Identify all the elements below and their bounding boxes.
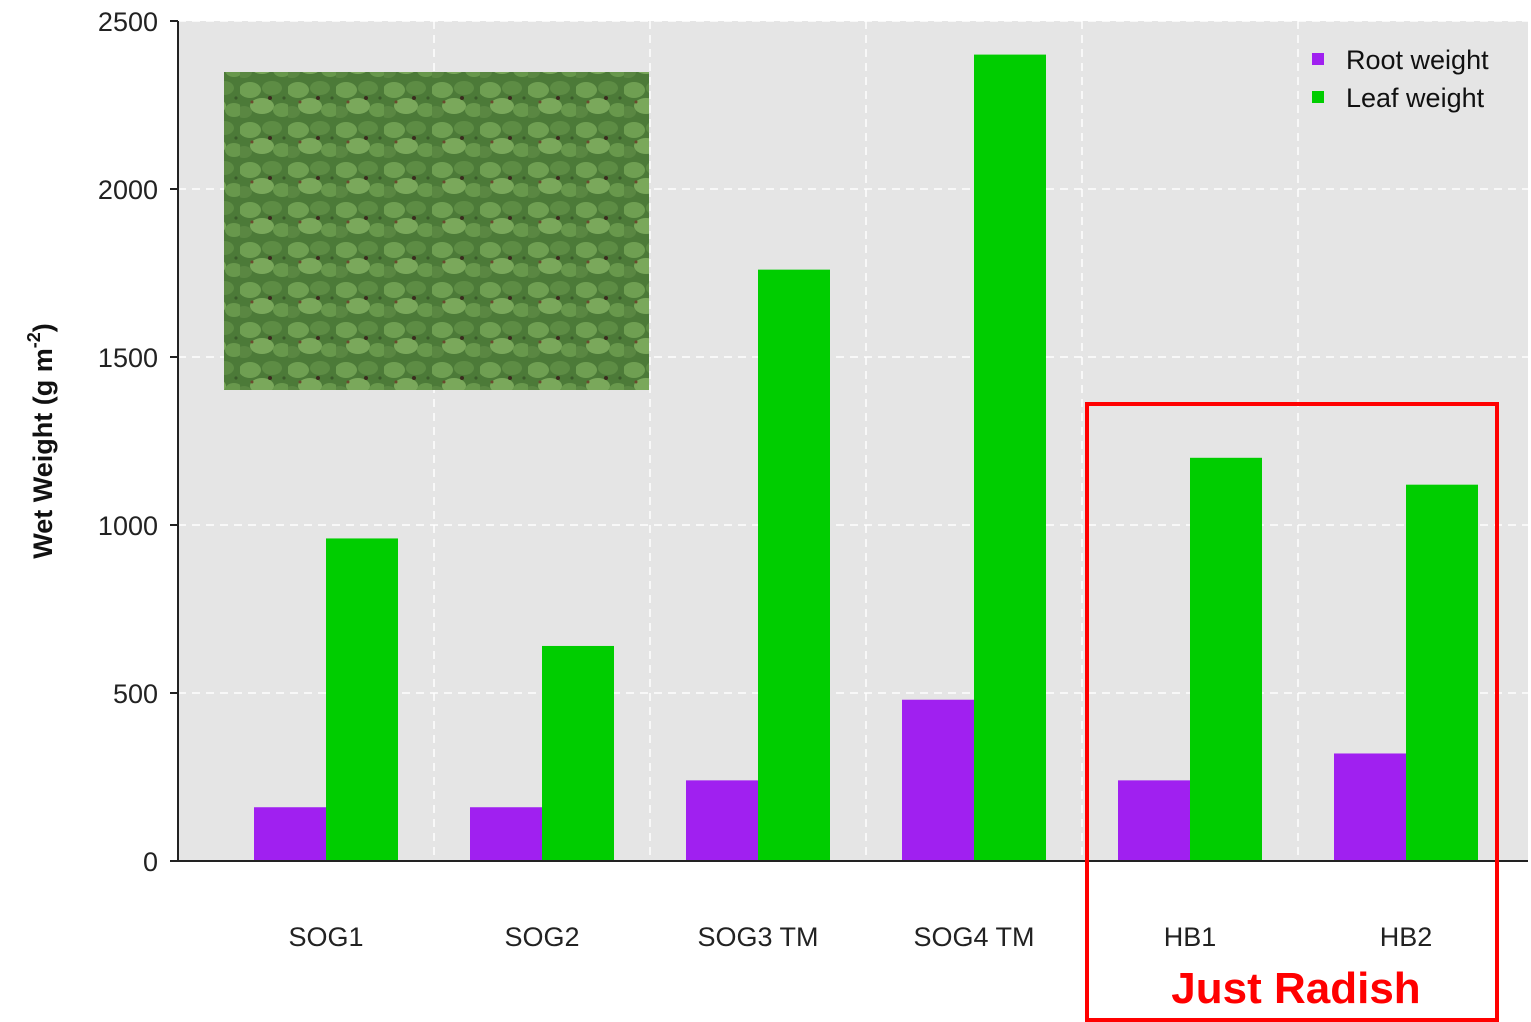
bar-root-weight (1118, 780, 1190, 861)
bar-root-weight (686, 780, 758, 861)
y-axis-ticks: 0 500 1000 1500 2000 2500 (98, 7, 178, 877)
bar-leaf-weight (1406, 484, 1478, 861)
legend-label-root: Root weight (1346, 45, 1489, 75)
bar-leaf-weight (758, 269, 830, 861)
bar-leaf-weight (542, 645, 614, 861)
y-tick-label: 2000 (98, 175, 158, 205)
legend-swatch-root (1312, 53, 1324, 65)
y-tick-label: 1500 (98, 343, 158, 373)
y-axis-label: Wet Weight (g m-2) (24, 323, 58, 559)
just-radish-annotation: Just Radish (1171, 964, 1420, 1013)
y-tick-label: 1000 (98, 511, 158, 541)
legend-label-leaf: Leaf weight (1346, 83, 1485, 113)
bar-root-weight (1334, 753, 1406, 861)
bar-root-weight (902, 699, 974, 861)
y-tick-label: 0 (143, 847, 158, 877)
bar-leaf-weight (326, 538, 398, 861)
x-tick-label: SOG1 (288, 922, 363, 952)
bars (254, 54, 1478, 862)
legend: Root weight Leaf weight (1312, 45, 1489, 113)
bar-root-weight (254, 807, 326, 861)
x-axis-ticks: SOG1 SOG2 SOG3 TM SOG4 TM HB1 HB2 (288, 922, 1432, 952)
x-tick-label: SOG2 (504, 922, 579, 952)
x-tick-label: SOG4 TM (913, 922, 1034, 952)
legend-swatch-leaf (1312, 91, 1324, 103)
bar-root-weight (470, 807, 542, 861)
radish-field-photo (224, 72, 649, 390)
bar-leaf-weight (974, 54, 1046, 862)
y-tick-label: 500 (113, 679, 158, 709)
x-tick-label: HB1 (1164, 922, 1217, 952)
y-tick-label: 2500 (98, 7, 158, 37)
x-tick-label: HB2 (1380, 922, 1433, 952)
x-tick-label: SOG3 TM (697, 922, 818, 952)
bar-leaf-weight (1190, 457, 1262, 861)
just-radish-highlight-box (1085, 402, 1499, 1022)
